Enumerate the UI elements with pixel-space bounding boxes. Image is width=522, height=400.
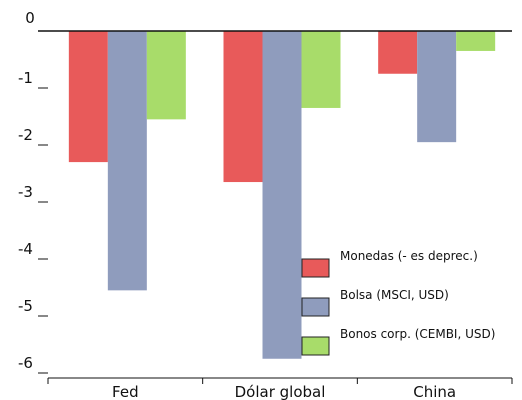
legend-label: Monedas (- es deprec.) <box>340 249 478 263</box>
x-category-label: Fed <box>112 383 139 400</box>
y-tick-label: -1 <box>18 69 33 87</box>
y-tick-label: -6 <box>18 354 33 372</box>
legend-swatch <box>301 297 330 317</box>
y-axis-ticks: 0 -1 -2 -3 -4 -5 -6 <box>18 9 48 374</box>
legend-swatch <box>301 336 330 356</box>
y-tick-label: -5 <box>18 297 33 315</box>
bar-3-d-lar-global <box>301 31 341 108</box>
legend-swatch <box>301 258 330 278</box>
legend: Monedas (- es deprec.) Bolsa (MSCI, USD) B… <box>301 249 495 356</box>
y-tick-label: -2 <box>18 126 33 144</box>
bar-3-fed <box>146 31 186 120</box>
bar-1-d-lar-global <box>223 31 263 183</box>
bars-layer <box>68 31 496 359</box>
x-category-label: Dólar global <box>235 383 326 400</box>
legend-label: Bonos corp. (CEMBI, USD) <box>340 327 495 341</box>
x-axis-ticks: Fed Dólar global China <box>47 378 513 400</box>
bar-2-china <box>417 31 457 143</box>
y-tick-label: 0 <box>25 9 35 27</box>
y-tick-label: -3 <box>18 183 33 201</box>
x-category-label: China <box>413 383 456 400</box>
bar-2-d-lar-global <box>262 31 302 359</box>
y-tick-label: -4 <box>18 240 33 258</box>
legend-label: Bolsa (MSCI, USD) <box>340 288 449 302</box>
bar-3-china <box>456 31 496 51</box>
bar-1-china <box>378 31 418 74</box>
bar-1-fed <box>68 31 108 163</box>
bar-2-fed <box>107 31 147 291</box>
